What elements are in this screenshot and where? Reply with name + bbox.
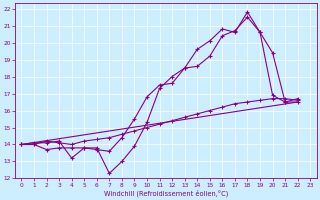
- X-axis label: Windchill (Refroidissement éolien,°C): Windchill (Refroidissement éolien,°C): [104, 189, 228, 197]
